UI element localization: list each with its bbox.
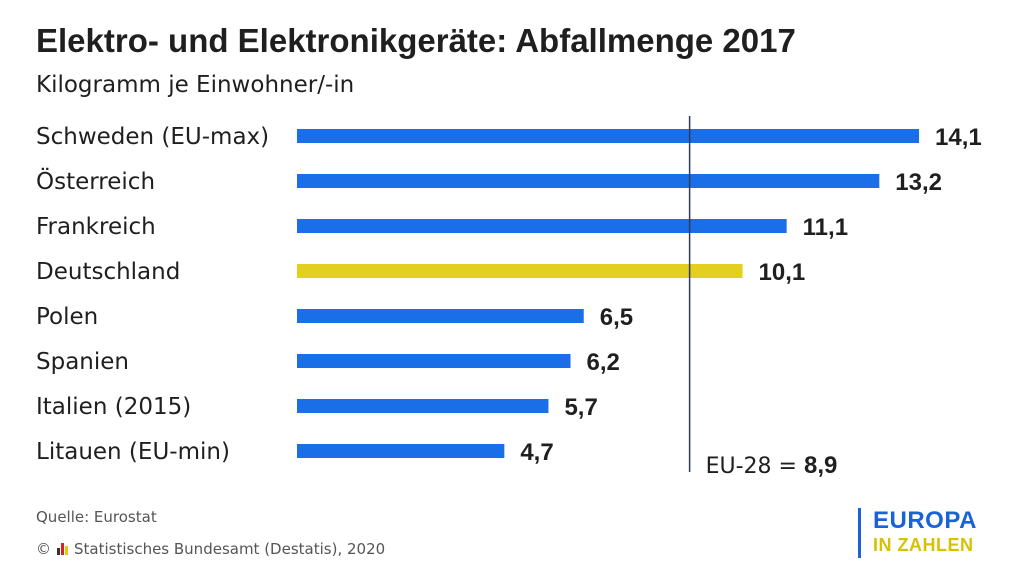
category-label: Deutschland — [36, 259, 180, 285]
copyright-text: Statistisches Bundesamt (Destatis), 2020 — [74, 540, 386, 558]
category-label: Polen — [36, 304, 98, 330]
bar — [297, 174, 880, 188]
bar — [297, 129, 919, 143]
chart-subtitle: Kilogramm je Einwohner/-in — [36, 72, 355, 98]
value-label: 6,2 — [587, 349, 620, 376]
logo-line-1: EUROPA — [873, 507, 977, 534]
chart-title: Elektro- und Elektronikgeräte: Abfallmen… — [36, 22, 796, 59]
value-label: 4,7 — [520, 439, 553, 466]
value-label: 10,1 — [759, 259, 806, 286]
value-label: 13,2 — [895, 169, 942, 196]
bar — [297, 264, 743, 278]
value-label: 6,5 — [600, 304, 633, 331]
logo-line-2: IN ZAHLEN — [873, 535, 974, 555]
category-label: Österreich — [36, 167, 155, 195]
value-label: 5,7 — [564, 394, 597, 421]
category-label: Schweden (EU-max) — [36, 124, 269, 150]
category-label: Italien (2015) — [36, 394, 191, 420]
bar — [297, 399, 549, 413]
value-label: 11,1 — [803, 214, 848, 241]
copyright-symbol: © — [36, 540, 51, 558]
category-label: Litauen (EU-min) — [36, 439, 230, 465]
category-label: Spanien — [36, 349, 129, 375]
copyright-note: © Statistisches Bundesamt (Destatis), 20… — [36, 540, 385, 558]
europa-in-zahlen-logo: EUROPA IN ZAHLEN — [858, 508, 977, 558]
bar — [297, 354, 571, 368]
destatis-logo-icon — [57, 543, 68, 555]
value-label: 14,1 — [935, 124, 982, 151]
bar — [297, 444, 505, 458]
bar — [297, 219, 787, 233]
category-label: Frankreich — [36, 214, 156, 240]
source-note: Quelle: Eurostat — [36, 508, 157, 526]
bar — [297, 309, 584, 323]
reference-label: EU-28 = 8,9 — [706, 452, 838, 479]
